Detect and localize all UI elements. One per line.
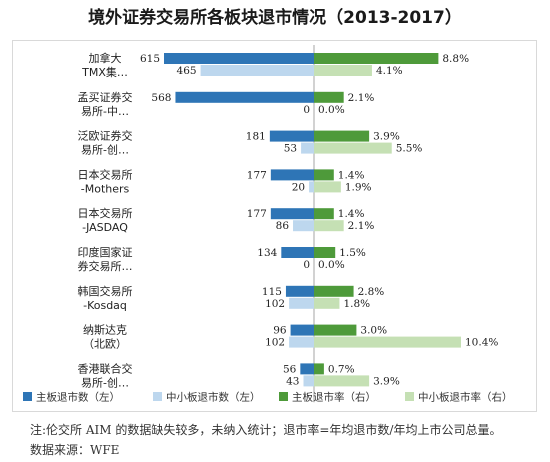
bar-main-rate: [314, 130, 370, 142]
bar-main-rate: [314, 53, 439, 64]
legend-swatch: [405, 392, 414, 401]
legend-entry: 中小板退市率（右）: [418, 391, 513, 404]
category-label: 泛欧证券交易所-创…: [78, 129, 133, 157]
category-label: 印度国家证券交易所…: [78, 245, 133, 273]
legend-swatch: [153, 392, 162, 401]
data-label: 0.0%: [318, 104, 345, 116]
legend-swatch: [23, 392, 32, 401]
bar-sme-rate: [314, 336, 461, 348]
data-label: 0.0%: [318, 259, 345, 271]
data-label: 2.1%: [348, 220, 375, 232]
data-label: 181: [246, 131, 266, 143]
data-label: 3.9%: [373, 131, 400, 143]
category-label: 纳斯达克（北欧）: [83, 324, 127, 351]
bar-main-rate: [314, 91, 344, 103]
data-label: 8.8%: [442, 53, 469, 65]
data-label: 465: [177, 65, 197, 77]
data-label: 10.4%: [465, 337, 498, 349]
legend-entry: 主板退市数（左）: [36, 391, 120, 404]
data-label: 1.9%: [345, 181, 372, 193]
data-label: 1.8%: [343, 298, 370, 310]
data-label: 4.1%: [376, 65, 403, 77]
bar-main-rate: [314, 247, 336, 258]
bar-sme-count: [289, 297, 314, 309]
bar-sme-rate: [314, 181, 341, 193]
bar-main-rate: [314, 208, 334, 220]
legend-entry: 中小板退市数（左）: [166, 391, 261, 404]
data-label: 1.4%: [338, 208, 365, 220]
bar-sme-count: [289, 336, 314, 348]
bar-main-rate: [314, 169, 334, 181]
chart-frame: 加拿大 TMX集… 615 465 8.8% 4.1% 孟买证券交易所-中… 568 0 2.1%…: [12, 40, 537, 412]
bar-sme-rate: [314, 142, 392, 154]
footnote: 注:伦交所 AIM 的数据缺失较多，未纳入统计；退市率=年均退市数/年均上市公司…: [30, 423, 502, 437]
bar-main-count: [300, 363, 314, 375]
category-label: 日本交易所-Mothers: [78, 167, 133, 195]
bar-main-count: [164, 53, 314, 64]
bar-sme-rate: [314, 297, 340, 309]
bar-main-rate: [314, 363, 324, 375]
data-label: 56: [283, 363, 297, 375]
bar-main-count: [281, 247, 314, 258]
bar-main-count: [285, 285, 314, 297]
data-label: 0: [303, 104, 310, 116]
bar-sme-count: [301, 142, 314, 154]
legend-swatch: [279, 392, 288, 401]
bar-sme-count: [303, 375, 314, 387]
data-label: 134: [257, 247, 277, 259]
category-label: 韩国交易所-Kosdaq: [78, 284, 133, 312]
data-label: 568: [151, 92, 171, 104]
data-label: 0.7%: [328, 363, 355, 375]
diverging-bar-chart: 加拿大 TMX集… 615 465 8.8% 4.1% 孟买证券交易所-中… 568 0 2.1%…: [23, 45, 513, 404]
bar-sme-count: [200, 65, 314, 76]
data-label: 5.5%: [396, 143, 423, 155]
data-label: 2.8%: [358, 286, 385, 298]
bar-sme-rate: [314, 375, 370, 387]
data-label: 1.4%: [338, 169, 365, 181]
data-label: 3.0%: [360, 325, 387, 337]
bar-sme-count: [309, 181, 314, 193]
data-label: 115: [262, 286, 282, 298]
data-label: 177: [247, 169, 267, 181]
bar-main-count: [290, 324, 314, 336]
data-label: 20: [292, 181, 305, 193]
bar-main-count: [270, 208, 314, 220]
bar-sme-rate: [314, 65, 372, 76]
data-label: 102: [265, 298, 285, 310]
bar-sme-count: [293, 220, 314, 232]
data-label: 3.9%: [373, 375, 400, 387]
data-source-note: 数据来源：WFE: [30, 443, 120, 457]
data-label: 2.1%: [348, 92, 375, 104]
chart-title: 境外证券交易所各板块退市情况（2013-2017）: [88, 8, 462, 28]
bar-main-rate: [314, 285, 354, 297]
bar-main-rate: [314, 324, 357, 336]
bar-main-count: [175, 91, 314, 103]
category-label: 孟买证券交易所-中…: [78, 90, 133, 118]
data-label: 53: [284, 143, 297, 155]
bar-main-count: [269, 130, 314, 142]
data-label: 0: [303, 259, 310, 271]
data-label: 1.5%: [339, 247, 366, 259]
bar-sme-rate: [314, 220, 344, 232]
category-label: 日本交易所-JASDAQ: [78, 206, 133, 234]
bar-main-count: [270, 169, 314, 181]
data-label: 102: [265, 337, 285, 349]
data-label: 177: [247, 208, 267, 220]
data-label: 43: [286, 375, 299, 387]
category-label: 加拿大 TMX集…: [81, 51, 128, 79]
data-label: 86: [276, 220, 290, 232]
category-label: 香港联合交易所-创…: [78, 361, 133, 389]
data-label: 96: [273, 325, 287, 337]
data-label: 615: [140, 53, 160, 65]
legend-entry: 主板退市率（右）: [292, 391, 376, 404]
